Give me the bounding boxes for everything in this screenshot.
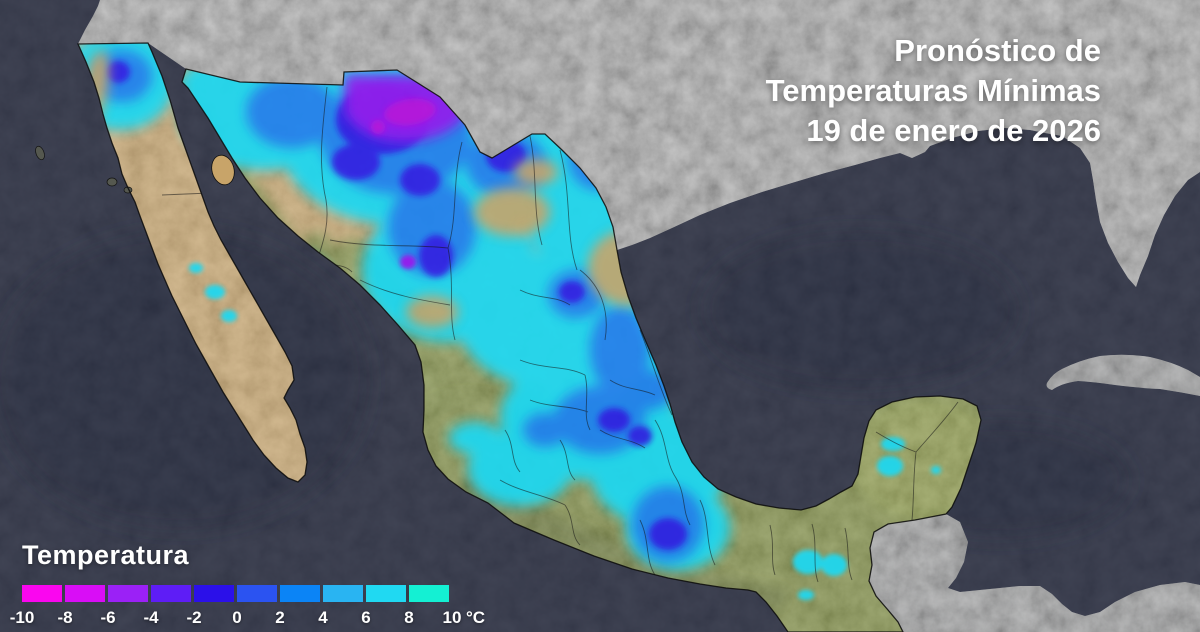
legend-tick-label: -8 <box>57 608 73 627</box>
legend-color-segment <box>65 585 105 602</box>
coldest-core <box>371 98 436 134</box>
legend-color-segment <box>366 585 406 602</box>
temperature-legend: Temperatura -10 -8 -6 -4 -2 0 2 4 6 8 10 °C <box>10 540 492 630</box>
legend-unit: °C <box>466 608 486 627</box>
legend-tick-label: -4 <box>143 608 159 627</box>
legend-title: Temperatura <box>22 540 190 570</box>
legend-tick-label: 10 <box>442 608 462 627</box>
legend-tick-label: -10 <box>9 608 35 627</box>
legend-color-segment <box>323 585 363 602</box>
legend-color-bar <box>22 585 452 602</box>
legend-color-segment <box>194 585 234 602</box>
legend-tick-row: -10 -8 -6 -4 -2 0 2 4 6 8 10 °C <box>10 608 492 630</box>
state-boundaries <box>161 86 959 583</box>
legend-tick-label: -2 <box>186 608 202 627</box>
legend-color-segment <box>237 585 277 602</box>
map-title-line3: 19 de enero de 2026 <box>806 113 1101 148</box>
legend-tick-label: 6 <box>361 608 371 627</box>
map-title-line1: Pronóstico de <box>894 33 1101 68</box>
legend-color-segment <box>409 585 449 602</box>
legend-color-segment <box>22 585 62 602</box>
map-title-line2: Temperaturas Mínimas <box>765 73 1101 108</box>
legend-color-segment <box>108 585 148 602</box>
map-title: Pronóstico de Temperaturas Mínimas 19 de… <box>766 31 1101 151</box>
legend-color-segment <box>280 585 320 602</box>
legend-tick-label: -6 <box>100 608 116 627</box>
tiburon-island <box>211 154 235 186</box>
legend-tick-label: 0 <box>232 608 242 627</box>
legend-tick-label: 2 <box>275 608 285 627</box>
legend-tick-label: 4 <box>318 608 328 627</box>
legend-tick-label: 8 <box>404 608 414 627</box>
legend-color-segment <box>151 585 191 602</box>
